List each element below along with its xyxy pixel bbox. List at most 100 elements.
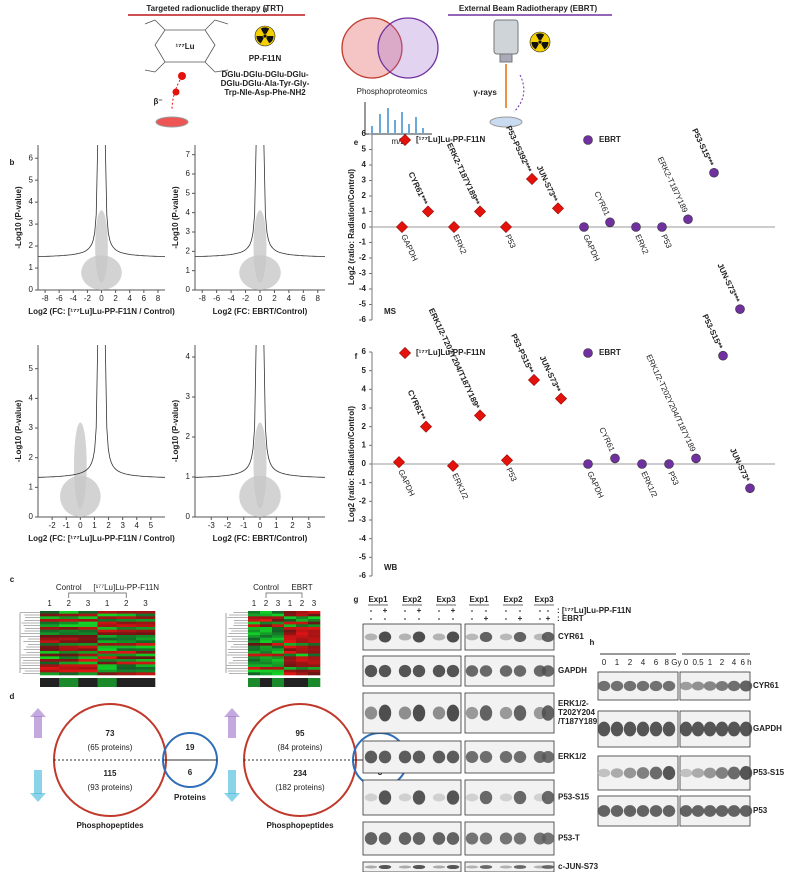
replicate-label: 1 [288, 599, 293, 608]
heatmap-cell [272, 645, 285, 649]
phospho-label: Phosphopeptides [76, 821, 144, 830]
treatment-sign: - [519, 606, 522, 615]
heatmap-cell [135, 611, 156, 614]
heatmap-cell [135, 629, 156, 633]
heatmap-cell [248, 627, 261, 630]
heatmap-cell [97, 653, 117, 657]
x-tick-label: -1 [63, 521, 71, 530]
panel-letter: f [355, 352, 358, 361]
legend-marker [583, 348, 593, 358]
annotation: WB [384, 563, 398, 572]
heatmap-cell [116, 624, 137, 628]
heatmap-cell [308, 664, 321, 668]
blot-band [679, 681, 693, 691]
x-tick-label: 8 [156, 294, 161, 303]
blot-band [465, 706, 479, 720]
heatmap-cell [40, 632, 60, 636]
chelator-bond [144, 19, 156, 25]
heatmap-cell [97, 667, 117, 670]
circle-marker [631, 222, 641, 232]
heatmap-cell [308, 643, 321, 646]
point-label: ERK2 [633, 233, 650, 256]
heatmap-cell [248, 664, 261, 668]
blot-row-label: ERK1/2 [558, 752, 587, 761]
heatmap-cell [40, 667, 60, 670]
heatmap-cell [284, 656, 297, 660]
heatmap-cell [260, 637, 273, 641]
point-cloud [73, 422, 87, 509]
heatmap-cell [59, 621, 79, 625]
heatmap-cell [296, 659, 309, 662]
blot-band [691, 681, 705, 691]
heatmap-cell [97, 669, 117, 673]
heatmap-cell [59, 616, 79, 620]
venn-ebrt [377, 17, 439, 79]
blot-band [541, 790, 555, 805]
heatmap-cell [78, 619, 98, 622]
x-tick-label: -2 [224, 521, 232, 530]
blot-band [703, 681, 717, 691]
x-tick-label: 0 [258, 521, 263, 530]
blot-band [610, 805, 624, 817]
heatmap-cell [308, 627, 321, 630]
blot-band [513, 631, 527, 643]
heatmap-cell [260, 629, 273, 633]
direction-arrow [228, 716, 236, 738]
radiation-blade [531, 42, 539, 50]
blot-band [739, 721, 753, 737]
significant-label: CYR61*** [406, 171, 429, 207]
significant-label: JUN-S73* [728, 447, 752, 484]
y-tick-label: -6 [359, 315, 367, 324]
heatmap-cell [308, 669, 321, 673]
heatmap-cell [248, 661, 261, 665]
heatmap-cell [135, 624, 156, 628]
blot-band [479, 751, 493, 763]
significant-label: ERK1/2-T202Y204/T187Y189* [427, 307, 482, 411]
chelator-bond [214, 19, 229, 25]
up-count: 95 [296, 729, 305, 738]
heatmap-cell [272, 656, 285, 660]
peptide-line: DGlu-DGlu-Ala-Tyr-Gly- [221, 79, 310, 88]
direction-arrow [34, 770, 42, 794]
spectrum-axes [364, 102, 432, 135]
down-count: 115 [104, 769, 117, 778]
heatmap-cell [308, 635, 321, 638]
dose-label: 1 [615, 658, 620, 667]
y-axis-label: -Log10 (P-value) [171, 186, 180, 249]
point-label: ERK2 [451, 233, 468, 256]
heatmap-cell [284, 637, 297, 641]
experiment-label: Exp2 [402, 595, 422, 604]
blot-frame [362, 861, 462, 872]
y-tick-label: 5 [186, 188, 191, 197]
heatmap-cell [59, 635, 79, 638]
heatmap-cell [260, 661, 273, 665]
heatmap-cell [260, 632, 273, 636]
blot-band [636, 680, 650, 692]
heatmap-cell [284, 616, 297, 620]
heatmap-cell [40, 678, 60, 687]
x-axis-label: Log2 (FC: [¹⁷⁷Lu]Lu-PP-F11N / Control) [28, 307, 175, 316]
blot-band [623, 805, 637, 817]
heatmap-cell [78, 640, 98, 644]
blot-band [623, 721, 637, 737]
blot-band [662, 805, 676, 817]
x-tick-label: -3 [208, 521, 216, 530]
heatmap-cell [284, 667, 297, 670]
blot-band [541, 631, 555, 643]
blot-band [662, 766, 676, 780]
threshold-curve [104, 144, 166, 257]
heatmap-cell [40, 613, 60, 617]
point-label: ERK1/2 [450, 472, 470, 501]
heatmap-cell [40, 616, 60, 620]
heatmap-cell [248, 632, 261, 636]
heatmap-cell [308, 648, 321, 652]
heatmap-cell [296, 645, 309, 649]
heatmap-cell [284, 635, 297, 638]
heatmap-cell [308, 672, 321, 676]
treatment-sign: - [485, 606, 488, 615]
heatmap-cell [78, 627, 98, 630]
heatmap-cell [248, 637, 261, 641]
protein-down: 6 [188, 768, 193, 777]
blot-band [541, 865, 555, 869]
heatmap-cell [260, 611, 273, 614]
